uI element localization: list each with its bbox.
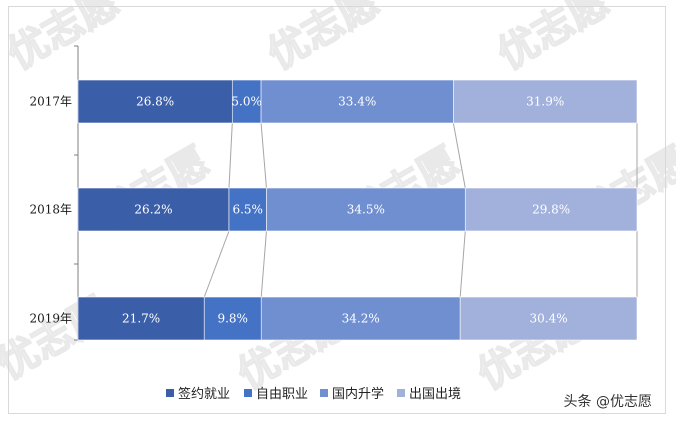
data-label: 30.4% (530, 312, 568, 326)
category-label: 2017年 (29, 95, 72, 109)
bar-segment (77, 79, 233, 124)
watermark-text: 优志愿 (260, 0, 387, 79)
legend-swatch (166, 389, 174, 397)
series-connector-line (228, 122, 233, 189)
series-connector-line (459, 230, 466, 298)
legend-label: 出国出境 (409, 387, 461, 402)
series-lines (203, 122, 638, 298)
series-connector-line (452, 122, 466, 189)
legend-swatch (397, 389, 405, 397)
data-label: 26.2% (134, 203, 172, 217)
legend-label: 签约就业 (178, 386, 230, 402)
bar-segment (228, 187, 267, 232)
series-connector-line (260, 230, 267, 298)
data-label: 29.8% (532, 203, 570, 217)
watermark-text: 优志愿 (490, 0, 617, 79)
legend: 签约就业 自由职业 国内升学 出国出境 (166, 386, 461, 402)
data-label: 5.0% (231, 95, 262, 109)
series-connector-line (260, 122, 267, 189)
bar-segment (266, 187, 466, 232)
source-credit: 头条 @优志愿 (564, 393, 652, 410)
data-label: 9.8% (217, 312, 248, 326)
bar-segment (203, 296, 262, 341)
bar-segment (260, 79, 454, 124)
bar-segment (77, 187, 230, 232)
category-label: 2018年 (29, 203, 72, 217)
bar-segment (77, 296, 205, 341)
data-label: 21.7% (122, 312, 160, 326)
data-label: 34.2% (342, 312, 380, 326)
category-axis: 2017年 2018年 2019年 (29, 45, 79, 341)
bar-segment (459, 296, 638, 341)
data-label: 6.5% (232, 203, 263, 217)
data-label: 34.5% (347, 203, 385, 217)
category-label: 2019年 (29, 312, 72, 326)
series-connector-line (203, 230, 230, 298)
legend-label: 自由职业 (256, 387, 308, 402)
legend-swatch (320, 389, 328, 397)
bar-segment (453, 79, 638, 124)
legend-label: 国内升学 (332, 386, 384, 402)
bar-segment (260, 296, 461, 341)
legend-swatch (244, 389, 252, 397)
data-label: 26.8% (136, 95, 174, 109)
data-label: 31.9% (526, 95, 564, 109)
bar-segment (464, 187, 638, 232)
bars-layer: 26.8% 5.0% 33.4% 31.9% 26.2% 6.5% 34.5% 29.8% 21… (77, 79, 638, 341)
data-label: 33.4% (338, 95, 376, 109)
watermark-text: 优志愿 (0, 0, 127, 79)
